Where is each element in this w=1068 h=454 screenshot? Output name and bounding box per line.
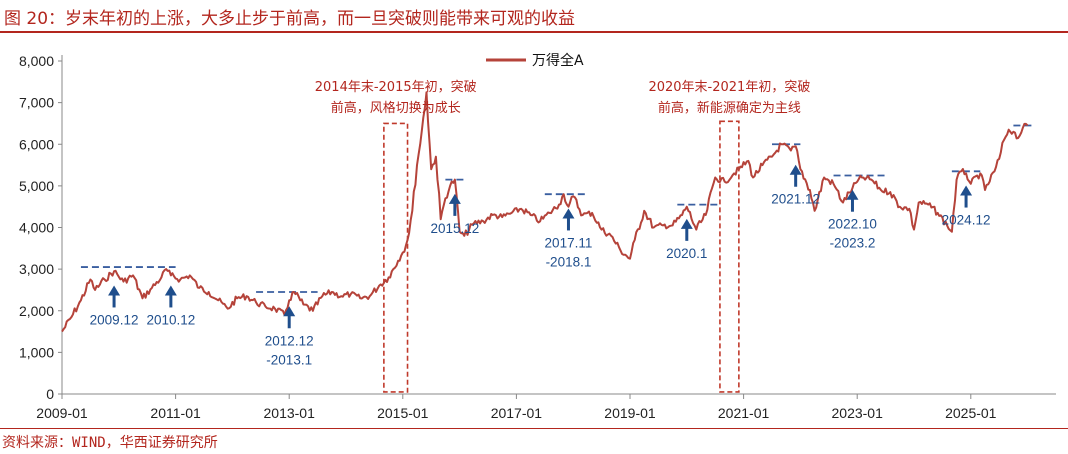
event-label: 2024.12	[942, 213, 991, 228]
x-tick-label: 2013-01	[264, 405, 316, 421]
y-tick-label: 4,000	[19, 220, 54, 236]
series-line-wind-all-a	[61, 91, 1029, 333]
x-tick-label: 2023-01	[832, 405, 884, 421]
event-label: 2017.11	[545, 235, 593, 250]
y-tick-label: 2,000	[19, 303, 54, 319]
source-note: 资料来源：WIND，华西证券研究所	[2, 435, 218, 451]
arrow-head-icon	[164, 285, 177, 296]
event-label: 2022.10	[828, 217, 877, 232]
y-tick-label: 8,000	[19, 53, 54, 69]
y-tick-label: 0	[46, 386, 54, 402]
x-tick-label: 2011-01	[150, 405, 201, 421]
event-label: 2020.1	[666, 246, 707, 261]
arrow-head-icon	[448, 193, 461, 204]
box-annotation: 前高，风格切换为成长	[331, 100, 461, 116]
legend-label: 万得全A	[532, 52, 584, 69]
box-annotation: 前高，新能源确定为主线	[658, 100, 801, 116]
highlight-box	[383, 122, 409, 393]
arrow-head-icon	[283, 306, 296, 317]
event-label: -2018.1	[546, 254, 592, 269]
arrow-head-icon	[562, 208, 575, 219]
event-label: -2013.1	[266, 352, 312, 367]
x-tick-label: 2025-01	[945, 405, 997, 421]
x-tick-label: 2019-01	[604, 405, 656, 421]
y-tick-label: 1,000	[19, 344, 54, 360]
y-tick-label: 3,000	[19, 261, 54, 277]
axes: 0 1,000 2,000 3,000 4,000 5,000 6,000 7,000 8,00…	[19, 53, 1056, 421]
arrow-head-icon	[680, 218, 693, 229]
y-tick-label: 5,000	[19, 178, 54, 194]
event-markers: 2009.12 2010.12 2012.12 -2013.1 2015.12 2017.…	[90, 164, 991, 367]
event-label: 2009.12	[90, 312, 139, 327]
x-tick-label: 2017-01	[491, 405, 543, 421]
x-tick-label: 2021-01	[718, 405, 770, 421]
y-tick-label: 7,000	[19, 95, 54, 111]
footer-divider	[0, 428, 1068, 429]
legend: 万得全A	[486, 52, 584, 69]
title-divider	[0, 31, 1068, 33]
arrow-head-icon	[789, 164, 802, 175]
x-tick-label: 2015-01	[377, 405, 429, 421]
y-tick-label: 6,000	[19, 136, 54, 152]
event-label: 2021.12	[771, 192, 820, 207]
event-label: 2012.12	[265, 333, 314, 348]
chart-title: 图 20：岁末年初的上涨，大多止步于前高，而一旦突破则能带来可观的收益	[4, 9, 576, 29]
event-label: -2023.2	[830, 236, 876, 251]
arrow-head-icon	[108, 285, 121, 296]
event-label: 2010.12	[146, 312, 195, 327]
box-annotation: 2020年末-2021年初，突破	[648, 79, 810, 95]
highlight-boxes	[383, 120, 740, 393]
series-lines	[61, 91, 1029, 333]
arrow-head-icon	[846, 189, 859, 200]
box-annotation: 2014年末-2015年初，突破	[315, 79, 477, 95]
x-tick-label: 2009-01	[36, 405, 88, 421]
highlight-box	[719, 120, 740, 393]
event-label: 2015.12	[430, 221, 479, 236]
arrow-head-icon	[960, 185, 973, 196]
